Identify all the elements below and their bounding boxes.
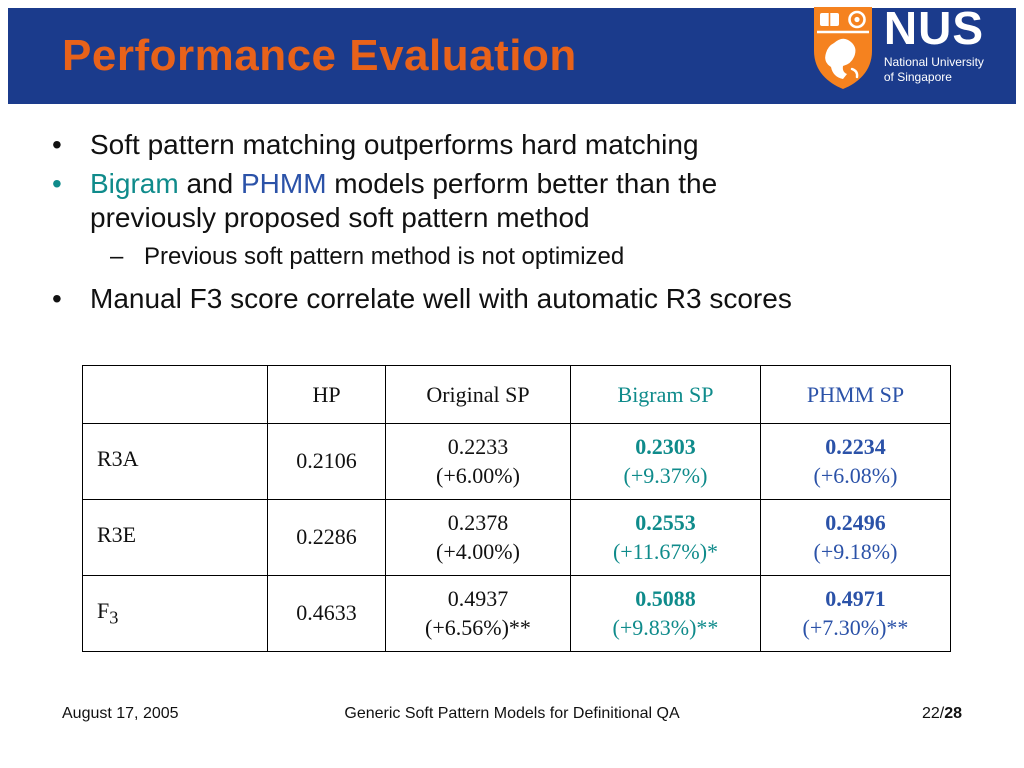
nus-subtitle-line1: National University xyxy=(883,55,984,69)
cell-r3a-hp: 0.2106 xyxy=(267,423,386,500)
bullet-2-and: and xyxy=(178,168,241,200)
sub-bullet-1: – Previous soft pattern method is not op… xyxy=(110,243,977,272)
table-row: F3 0.4633 0.4937 (+6.56%)** 0.5088 (+9.8… xyxy=(82,575,951,652)
cell-f3-hp: 0.4633 xyxy=(267,575,386,652)
nus-logo-text: NUS National University of Singapore xyxy=(884,5,984,85)
bullet-list: • Soft pattern matching outperforms hard… xyxy=(52,128,977,321)
slide-footer: August 17, 2005 Generic Soft Pattern Mod… xyxy=(62,705,962,729)
nus-logo: NUS National University of Singapore xyxy=(812,5,984,98)
col-header-original-sp: Original SP xyxy=(385,365,571,424)
bullet-2-rest-line2: previously proposed soft pattern method xyxy=(90,202,590,234)
row-label-r3e: R3E xyxy=(82,499,268,576)
bigram-keyword: Bigram xyxy=(90,168,179,200)
row-label-r3a: R3A xyxy=(82,423,268,500)
cell-f3-bigram: 0.5088 (+9.83%)** xyxy=(570,575,761,652)
nus-shield-icon xyxy=(812,5,874,98)
bullet-2: • Bigram and PHMM models perform better … xyxy=(52,167,977,235)
cell-r3e-bigram: 0.2553 (+11.67%)* xyxy=(570,499,761,576)
cell-r3a-bigram: 0.2303 (+9.37%) xyxy=(570,423,761,500)
nus-acronym: NUS xyxy=(883,2,984,54)
col-header-phmm-sp: PHMM SP xyxy=(760,365,951,424)
footer-title: Generic Soft Pattern Models for Definiti… xyxy=(344,705,680,722)
results-table: HP Original SP Bigram SP PHMM SP R3A 0.2… xyxy=(82,365,951,652)
col-header-bigram-sp: Bigram SP xyxy=(570,365,761,424)
sub-bullet-1-marker: – xyxy=(110,243,124,271)
cell-f3-original: 0.4937 (+6.56%)** xyxy=(385,575,571,652)
cell-r3a-original: 0.2233 (+6.00%) xyxy=(385,423,571,500)
bullet-2-rest-line1: models perform better than the xyxy=(326,168,718,200)
bullet-2-text: Bigram and PHMM models perform better th… xyxy=(90,167,970,235)
nus-subtitle-line2: of Singapore xyxy=(883,70,952,84)
cell-r3e-hp: 0.2286 xyxy=(267,499,386,576)
bullet-3-text: Manual F3 score correlate well with auto… xyxy=(90,283,792,315)
col-header-hp: HP xyxy=(267,365,386,424)
slide-title: Performance Evaluation xyxy=(62,31,577,80)
bullet-1-text: Soft pattern matching outperforms hard m… xyxy=(90,129,699,160)
table-header-row: HP Original SP Bigram SP PHMM SP xyxy=(82,365,951,424)
cell-r3e-phmm: 0.2496 (+9.18%) xyxy=(760,499,951,576)
bullet-1: • Soft pattern matching outperforms hard… xyxy=(52,128,977,162)
cell-r3a-phmm: 0.2234 (+6.08%) xyxy=(760,423,951,500)
row-label-f3: F3 xyxy=(82,575,268,652)
footer-page-number: 22/28 xyxy=(921,705,962,722)
corner-cell xyxy=(82,365,268,424)
table-row: R3E 0.2286 0.2378 (+4.00%) 0.2553 (+11.6… xyxy=(82,499,951,576)
sub-bullet-1-text: Previous soft pattern method is not opti… xyxy=(144,243,625,271)
cell-f3-phmm: 0.4971 (+7.30%)** xyxy=(760,575,951,652)
bullet-3-marker: • xyxy=(52,283,62,315)
table-row: R3A 0.2106 0.2233 (+6.00%) 0.2303 (+9.37… xyxy=(82,423,951,500)
bullet-3: • Manual F3 score correlate well with au… xyxy=(52,282,977,316)
footer-date: August 17, 2005 xyxy=(62,705,179,722)
bullet-2-marker: • xyxy=(52,168,62,200)
phmm-keyword: PHMM xyxy=(240,168,327,200)
cell-r3e-original: 0.2378 (+4.00%) xyxy=(385,499,571,576)
bullet-1-marker: • xyxy=(52,129,62,160)
